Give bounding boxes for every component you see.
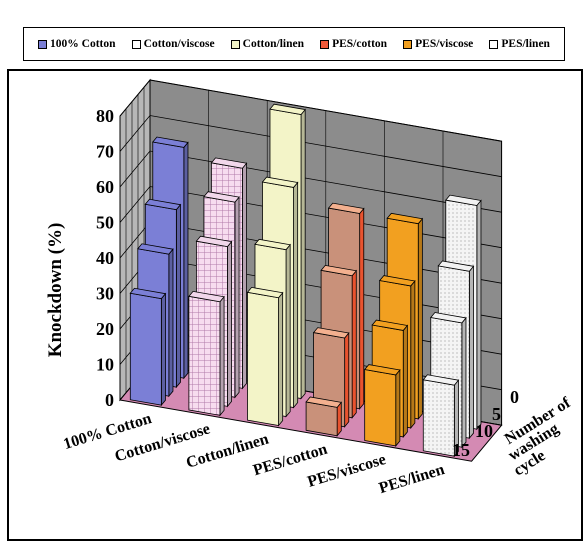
plot-area-frame: [7, 69, 583, 541]
bar-top-face: [320, 264, 358, 277]
bar-0-cycle-15: [129, 287, 167, 407]
bar-top-face: [210, 157, 248, 169]
bar-side-face: [476, 199, 482, 431]
bar-side-face: [402, 324, 408, 439]
bar-side-face: [395, 368, 401, 448]
legend-label: Cotton/viscose: [143, 38, 215, 50]
bar-side-face: [168, 248, 174, 398]
legend-swatch: [489, 39, 499, 49]
bar-side-face: [293, 181, 299, 409]
bar-front-face: [364, 369, 397, 447]
legend-swatch: [131, 39, 141, 49]
bar-side-face: [461, 316, 467, 449]
legend-label: PES/viscose: [415, 38, 474, 50]
bar-1-cycle-15: [188, 290, 225, 417]
y-tick-label: 60: [96, 177, 114, 197]
bar-top-face: [129, 287, 167, 300]
legend-item: PES/linen: [489, 38, 550, 50]
bar-front-face: [129, 292, 162, 406]
bar-top-face: [327, 202, 365, 214]
bar-side-face: [278, 291, 284, 427]
bar-top-face: [430, 312, 467, 324]
bar-front-face: [188, 295, 221, 416]
legend-swatch: [403, 39, 413, 49]
bar-side-face: [285, 243, 291, 418]
y-tick-label: 40: [96, 248, 114, 268]
bar-group: [129, 103, 482, 458]
bar-side-face: [175, 203, 181, 389]
bar-top-face: [386, 212, 424, 225]
legend-item: Cotton/viscose: [131, 38, 215, 50]
bar-top-face: [437, 260, 475, 272]
bar-side-face: [351, 269, 357, 419]
legend-item: Cotton/linen: [230, 38, 304, 50]
legend-label: PES/linen: [501, 38, 550, 50]
legend-swatch: [320, 39, 330, 49]
y-tick-label: 50: [96, 213, 114, 233]
legend-item: PES/viscose: [403, 38, 473, 50]
bar-top-face: [188, 290, 225, 303]
bar-top-face: [422, 374, 460, 386]
bar-front-face: [305, 401, 338, 437]
depth-tick-label: 0: [510, 387, 519, 407]
bar-top-face: [203, 191, 240, 203]
chart-legend: 100% Cotton Cotton/viscose Cotton/linen …: [23, 27, 565, 61]
y-axis-title: Knockdown (%): [45, 223, 66, 358]
bar-side-face: [219, 295, 225, 417]
y-tick-label: 20: [96, 319, 114, 339]
legend-swatch: [38, 39, 48, 49]
bar-top-face: [363, 364, 401, 376]
bar-2-cycle-15: [246, 286, 284, 427]
bar-side-face: [242, 162, 247, 390]
bar-side-face: [160, 292, 166, 407]
bar-side-face: [183, 141, 189, 380]
bar-top-face: [445, 194, 482, 206]
bar-top-face: [144, 198, 182, 211]
bar-top-face: [254, 238, 291, 251]
depth-tick-label: 10: [475, 421, 493, 441]
legend-item: 100% Cotton: [38, 38, 116, 50]
legend-label: 100% Cotton: [50, 38, 116, 50]
bar-top-face: [152, 136, 189, 148]
bar-top-face: [378, 275, 416, 287]
bar-side-face: [227, 240, 232, 408]
depth-tick-label: 15: [452, 440, 470, 460]
bar-4-cycle-15: [363, 364, 401, 448]
bar-side-face: [234, 196, 240, 399]
legend-label: PES/cotton: [332, 38, 388, 50]
bar-side-face: [468, 265, 474, 440]
bar-top-face: [137, 243, 174, 255]
y-tick-label: 30: [96, 284, 114, 304]
y-tick-label: 70: [96, 142, 114, 162]
y-tick-label: 10: [96, 355, 114, 375]
bar-side-face: [359, 207, 365, 410]
bar-3-cycle-15: [305, 396, 343, 437]
bar-top-face: [269, 103, 306, 115]
bar-top-face: [195, 235, 233, 248]
y-tick-label: 0: [105, 390, 114, 410]
bar-side-face: [410, 279, 416, 430]
legend-item: PES/cotton: [320, 38, 387, 50]
bar-front-face: [422, 379, 455, 457]
bar-side-face: [344, 331, 350, 428]
bar-side-face: [336, 401, 342, 437]
bar-top-face: [371, 319, 409, 331]
bar-top-face: [246, 286, 284, 299]
bar-top-face: [305, 396, 343, 408]
bar-side-face: [300, 108, 306, 400]
depth-tick-label: 5: [492, 404, 501, 424]
y-tick-label: 80: [96, 106, 114, 126]
legend-swatch: [230, 39, 240, 49]
bar-front-face: [247, 291, 279, 427]
bar-side-face: [417, 217, 423, 421]
bar-top-face: [261, 176, 299, 188]
legend-label: Cotton/linen: [242, 38, 304, 50]
bar-5-cycle-15: [422, 374, 460, 458]
bar-top-face: [312, 327, 350, 339]
